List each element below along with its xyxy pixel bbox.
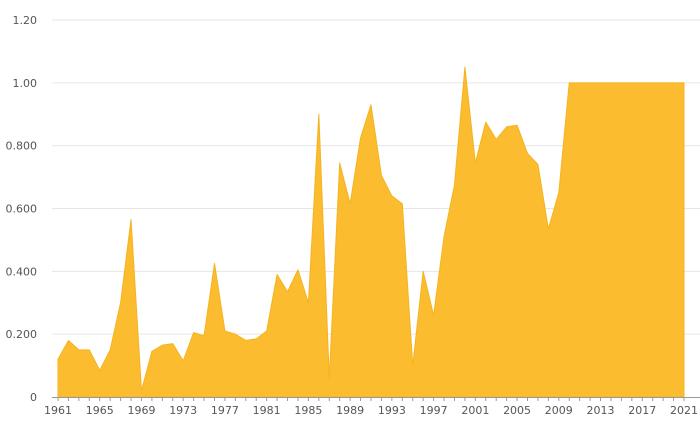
x-tick-label: 2021 (670, 404, 698, 417)
y-tick-label: 1.00 (13, 77, 38, 90)
x-tick-label: 1969 (127, 404, 155, 417)
x-tick-label: 1973 (169, 404, 197, 417)
y-axis: 0 0.200 0.400 0.600 0.800 1.00 1.20 (6, 14, 38, 404)
x-axis: 1961 1965 1969 1973 1977 1981 1985 1989 1993 1997… (44, 397, 700, 417)
series-area (57, 66, 685, 398)
y-tick-label: 0.800 (6, 140, 38, 153)
y-tick-label: 0.600 (6, 203, 38, 216)
x-tick-label: 2009 (545, 404, 573, 417)
x-tick-label: 2013 (587, 404, 615, 417)
series-area-group (57, 66, 685, 398)
x-tick-label: 1993 (378, 404, 406, 417)
y-tick-label: 0 (30, 391, 37, 404)
x-tick-label: 2001 (461, 404, 489, 417)
x-tick-label: 1997 (420, 404, 448, 417)
x-tick-label: 1989 (336, 404, 364, 417)
x-tick-label: 1965 (86, 404, 114, 417)
x-tick-label: 1981 (253, 404, 281, 417)
x-tick-label: 1961 (44, 404, 72, 417)
y-tick-label: 1.20 (13, 14, 38, 27)
x-tick-label: 1985 (294, 404, 322, 417)
y-tick-label: 0.400 (6, 265, 38, 278)
y-tick-label: 0.200 (6, 328, 38, 341)
x-tick-label: 1977 (211, 404, 239, 417)
x-tick-label: 2017 (628, 404, 656, 417)
x-tick-label: 2005 (503, 404, 531, 417)
